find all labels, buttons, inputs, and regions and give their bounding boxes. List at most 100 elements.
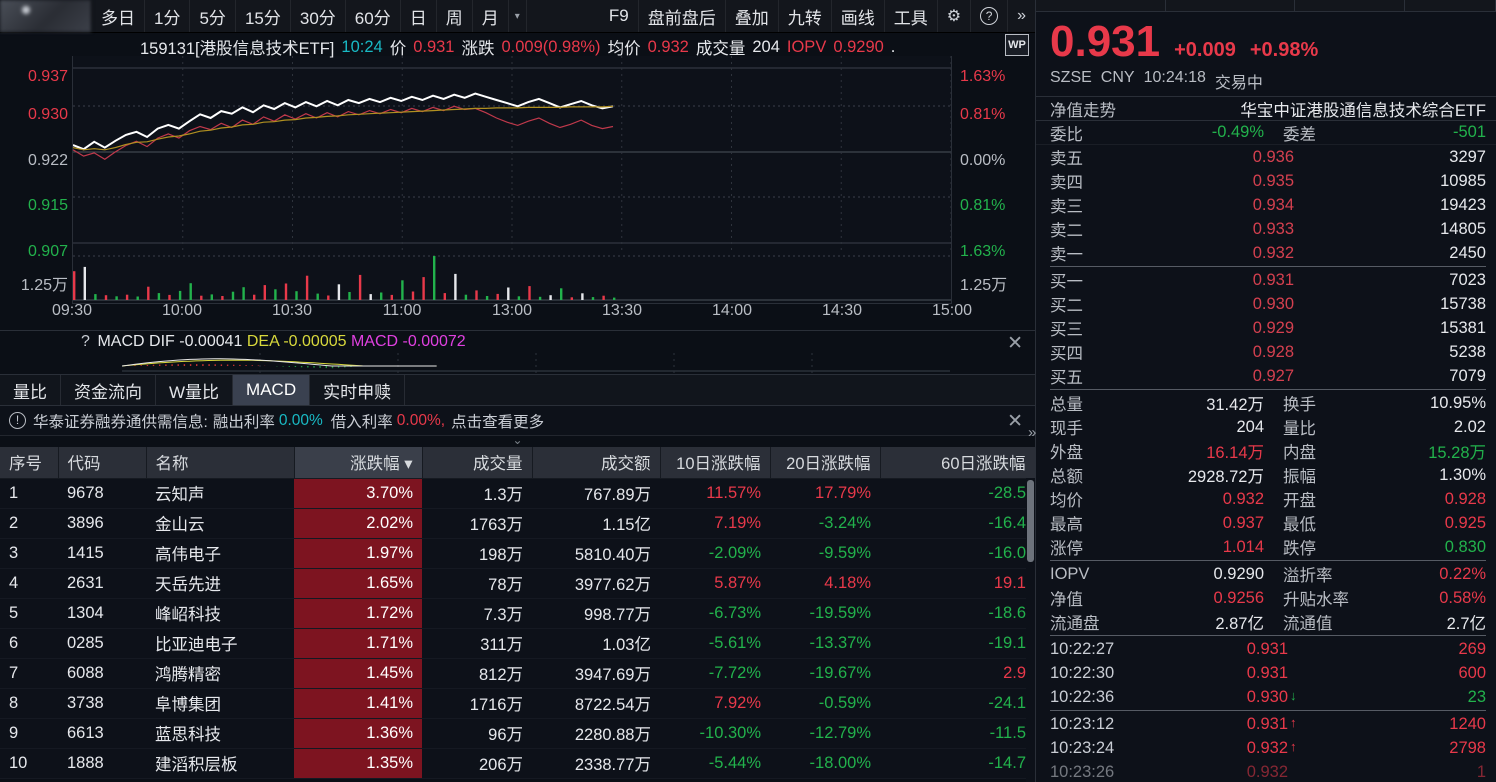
toolbar-action-画线[interactable]: 画线 bbox=[832, 0, 885, 32]
row-change-20d: -13.37% bbox=[770, 628, 880, 659]
notice-bar[interactable]: ! 华泰证券融券通供需信息: 融出利率 0.00% 借入利率 0.00%, 点击… bbox=[0, 406, 1035, 436]
stat-value-2: 2.02 bbox=[1453, 417, 1486, 436]
intraday-chart[interactable]: 0.937 0.930 0.922 0.915 0.907 1.25万 1.63% 0.81… bbox=[0, 44, 1035, 334]
toolbar-action-九转[interactable]: 九转 bbox=[779, 0, 832, 32]
tick-time: 10:22:36 bbox=[1050, 687, 1115, 706]
table-row[interactable]: 3 1415 高伟电子 1.97% 198万 5810.40万 -2.09% -9.59% -1… bbox=[0, 538, 1035, 569]
timeframe-tab-多日[interactable]: 多日 bbox=[92, 0, 145, 32]
timeframe-more-caret[interactable]: ▾ bbox=[509, 0, 527, 32]
timeframe-tab-30分[interactable]: 30分 bbox=[291, 0, 346, 32]
ask-row[interactable]: 卖二 0.933 14805 bbox=[1036, 217, 1496, 241]
exchange-code: SZSE bbox=[1050, 69, 1092, 86]
tick-row[interactable]: 10:22:36 0.930 ↓ 23 bbox=[1036, 685, 1496, 709]
expand-chevron[interactable]: ⌄ bbox=[512, 433, 523, 447]
ask-row[interactable]: 卖四 0.935 10985 bbox=[1036, 169, 1496, 193]
help-icon[interactable]: ? bbox=[971, 0, 1009, 32]
macd-legend: ? MACD DIF -0.00041 DEA -0.00005 MACD -0… bbox=[78, 333, 466, 351]
stat-value-1: 1.014 bbox=[1222, 537, 1264, 556]
table-header-代码[interactable]: 代码 bbox=[58, 447, 147, 479]
toolbar-action-盘前盘后[interactable]: 盘前盘后 bbox=[639, 0, 726, 32]
bid-price: 0.928 bbox=[1252, 342, 1294, 361]
table-row[interactable]: 2 3896 金山云 2.02% 1763万 1.15亿 7.19% -3.24% -16.4 bbox=[0, 508, 1035, 539]
timeframe-tab-5分[interactable]: 5分 bbox=[190, 0, 236, 32]
side-expand-chevron[interactable]: » bbox=[1028, 424, 1037, 441]
tick-row[interactable]: 10:22:30 0.931 600 bbox=[1036, 661, 1496, 685]
table-row[interactable]: 5 1304 峰岹科技 1.72% 7.3万 998.77万 -6.73% -19.59% -1… bbox=[0, 598, 1035, 629]
ask-price: 0.936 bbox=[1252, 147, 1294, 166]
stat-label-1: 总量 bbox=[1050, 396, 1083, 414]
notice-more-link[interactable]: 点击查看更多 bbox=[451, 413, 545, 431]
row-amount: 1.15亿 bbox=[532, 508, 660, 539]
nav-trend-row[interactable]: 净值走势 华宝中证港股通信息技术综合ETF bbox=[1036, 97, 1496, 121]
table-header-名称[interactable]: 名称 bbox=[146, 447, 295, 479]
macd-hint-icon[interactable]: ? bbox=[81, 333, 90, 350]
row-name: 高伟电子 bbox=[146, 538, 294, 569]
thumbnail-preview[interactable] bbox=[0, 0, 92, 32]
table-row[interactable]: 6 0285 比亚迪电子 1.71% 311万 1.03亿 -5.61% -13.37% -19… bbox=[0, 628, 1035, 659]
bid-qty: 15381 bbox=[1440, 318, 1486, 337]
timeframe-tab-周[interactable]: 周 bbox=[437, 0, 473, 32]
ask-book: 卖五 0.936 3297 卖四 0.935 10985 卖三 0.934 19423 卖二 0.9… bbox=[1036, 145, 1496, 265]
toolbar-action-F9[interactable]: F9 bbox=[600, 0, 639, 32]
timeframe-tab-1分[interactable]: 1分 bbox=[145, 0, 191, 32]
more-icon[interactable]: » bbox=[1017, 7, 1026, 24]
bid-row[interactable]: 买二 0.930 15738 bbox=[1036, 292, 1496, 316]
macd-close-icon[interactable]: ✕ bbox=[1007, 333, 1023, 354]
stat-value-1: 204 bbox=[1236, 417, 1264, 436]
table-row[interactable]: 7 6088 鸿腾精密 1.45% 812万 3947.69万 -7.72% -19.67% 2… bbox=[0, 658, 1035, 689]
indicator-tab-量比[interactable]: 量比 bbox=[0, 375, 61, 405]
ask-row[interactable]: 卖一 0.932 2450 bbox=[1036, 241, 1496, 265]
gear-icon[interactable]: ⚙ bbox=[938, 0, 972, 32]
row-change-10d: -5.44% bbox=[660, 748, 770, 779]
bid-row[interactable]: 买五 0.927 7079 bbox=[1036, 364, 1496, 388]
indicator-tab-实时申赎[interactable]: 实时申赎 bbox=[310, 375, 406, 405]
toolbar-action-叠加[interactable]: 叠加 bbox=[726, 0, 779, 32]
table-header-20日涨跌幅[interactable]: 20日涨跌幅 bbox=[770, 447, 881, 479]
tick-time: 10:23:26 bbox=[1050, 762, 1115, 781]
ask-row[interactable]: 卖三 0.934 19423 bbox=[1036, 193, 1496, 217]
timeframe-tab-60分[interactable]: 60分 bbox=[346, 0, 401, 32]
timeframe-tab-15分[interactable]: 15分 bbox=[236, 0, 291, 32]
table-header-60日涨跌幅[interactable]: 60日涨跌幅 bbox=[880, 447, 1036, 479]
chart-plot-area[interactable] bbox=[72, 56, 952, 304]
row-change-pct: 1.72% bbox=[294, 598, 422, 629]
table-header-序号[interactable]: 序号 bbox=[0, 447, 59, 479]
table-header-涨跌幅[interactable]: 涨跌幅 ▾ bbox=[294, 447, 423, 479]
bid-label: 买五 bbox=[1050, 369, 1083, 387]
toolbar-action-工具[interactable]: 工具 bbox=[885, 0, 938, 32]
stat-value-1: 0.937 bbox=[1222, 513, 1264, 532]
table-row[interactable]: 10 1888 建滔积层板 1.35% 206万 2338.77万 -5.44% -18.00… bbox=[0, 748, 1035, 779]
table-header-成交量[interactable]: 成交量 bbox=[422, 447, 533, 479]
x-axis-tick: 15:00 bbox=[931, 302, 973, 319]
table-scrollbar-thumb[interactable] bbox=[1027, 480, 1034, 562]
row-change-20d: -3.24% bbox=[770, 508, 880, 539]
ask-row[interactable]: 卖五 0.936 3297 bbox=[1036, 145, 1496, 169]
timeframe-tab-日[interactable]: 日 bbox=[401, 0, 437, 32]
bid-row[interactable]: 买一 0.931 7023 bbox=[1036, 268, 1496, 292]
tick-row[interactable]: 10:22:27 0.931 269 bbox=[1036, 637, 1496, 661]
indicator-tab-资金流向[interactable]: 资金流向 bbox=[61, 375, 156, 405]
tick-row[interactable]: 10:23:24 0.932 ↑ 2798 bbox=[1036, 736, 1496, 760]
tick-list[interactable]: 10:22:27 0.931 269 10:22:30 0.931 600 10:22:36… bbox=[1036, 637, 1496, 782]
tick-price: 0.931 ↑ bbox=[1246, 714, 1297, 733]
ask-qty: 14805 bbox=[1440, 219, 1486, 238]
y-axis-left-tick: 0.907 bbox=[27, 243, 68, 260]
notice-close-icon[interactable]: ✕ bbox=[1007, 411, 1023, 432]
indicator-tab-MACD[interactable]: MACD bbox=[233, 375, 311, 405]
timeframe-tab-月[interactable]: 月 bbox=[473, 0, 509, 32]
indicator-tab-W量比[interactable]: W量比 bbox=[156, 375, 234, 405]
table-header-10日涨跌幅[interactable]: 10日涨跌幅 bbox=[660, 447, 771, 479]
row-index: 3 bbox=[0, 538, 58, 569]
table-row[interactable]: 4 2631 天岳先进 1.65% 78万 3977.62万 5.87% 4.18% 19.1 bbox=[0, 568, 1035, 599]
table-row[interactable]: 9 6613 蓝思科技 1.36% 96万 2280.88万 -10.30% -12.79% -… bbox=[0, 718, 1035, 749]
table-row[interactable]: 1 9678 云知声 3.70% 1.3万 767.89万 11.57% 17.79% -28.… bbox=[0, 478, 1035, 509]
tick-time: 10:23:24 bbox=[1050, 738, 1115, 757]
tick-row[interactable]: 10:23:26 0.932 1 bbox=[1036, 760, 1496, 782]
bid-row[interactable]: 买四 0.928 5238 bbox=[1036, 340, 1496, 364]
table-row[interactable]: 8 3738 阜博集团 1.41% 1716万 8722.54万 7.92% -0.59% -2… bbox=[0, 688, 1035, 719]
bid-row[interactable]: 买三 0.929 15381 bbox=[1036, 316, 1496, 340]
table-scrollbar[interactable] bbox=[1026, 478, 1035, 782]
stat-label-2: 量比 bbox=[1283, 420, 1316, 438]
table-header-成交额[interactable]: 成交额 bbox=[532, 447, 661, 479]
tick-row[interactable]: 10:23:12 0.931 ↑ 1240 bbox=[1036, 712, 1496, 736]
